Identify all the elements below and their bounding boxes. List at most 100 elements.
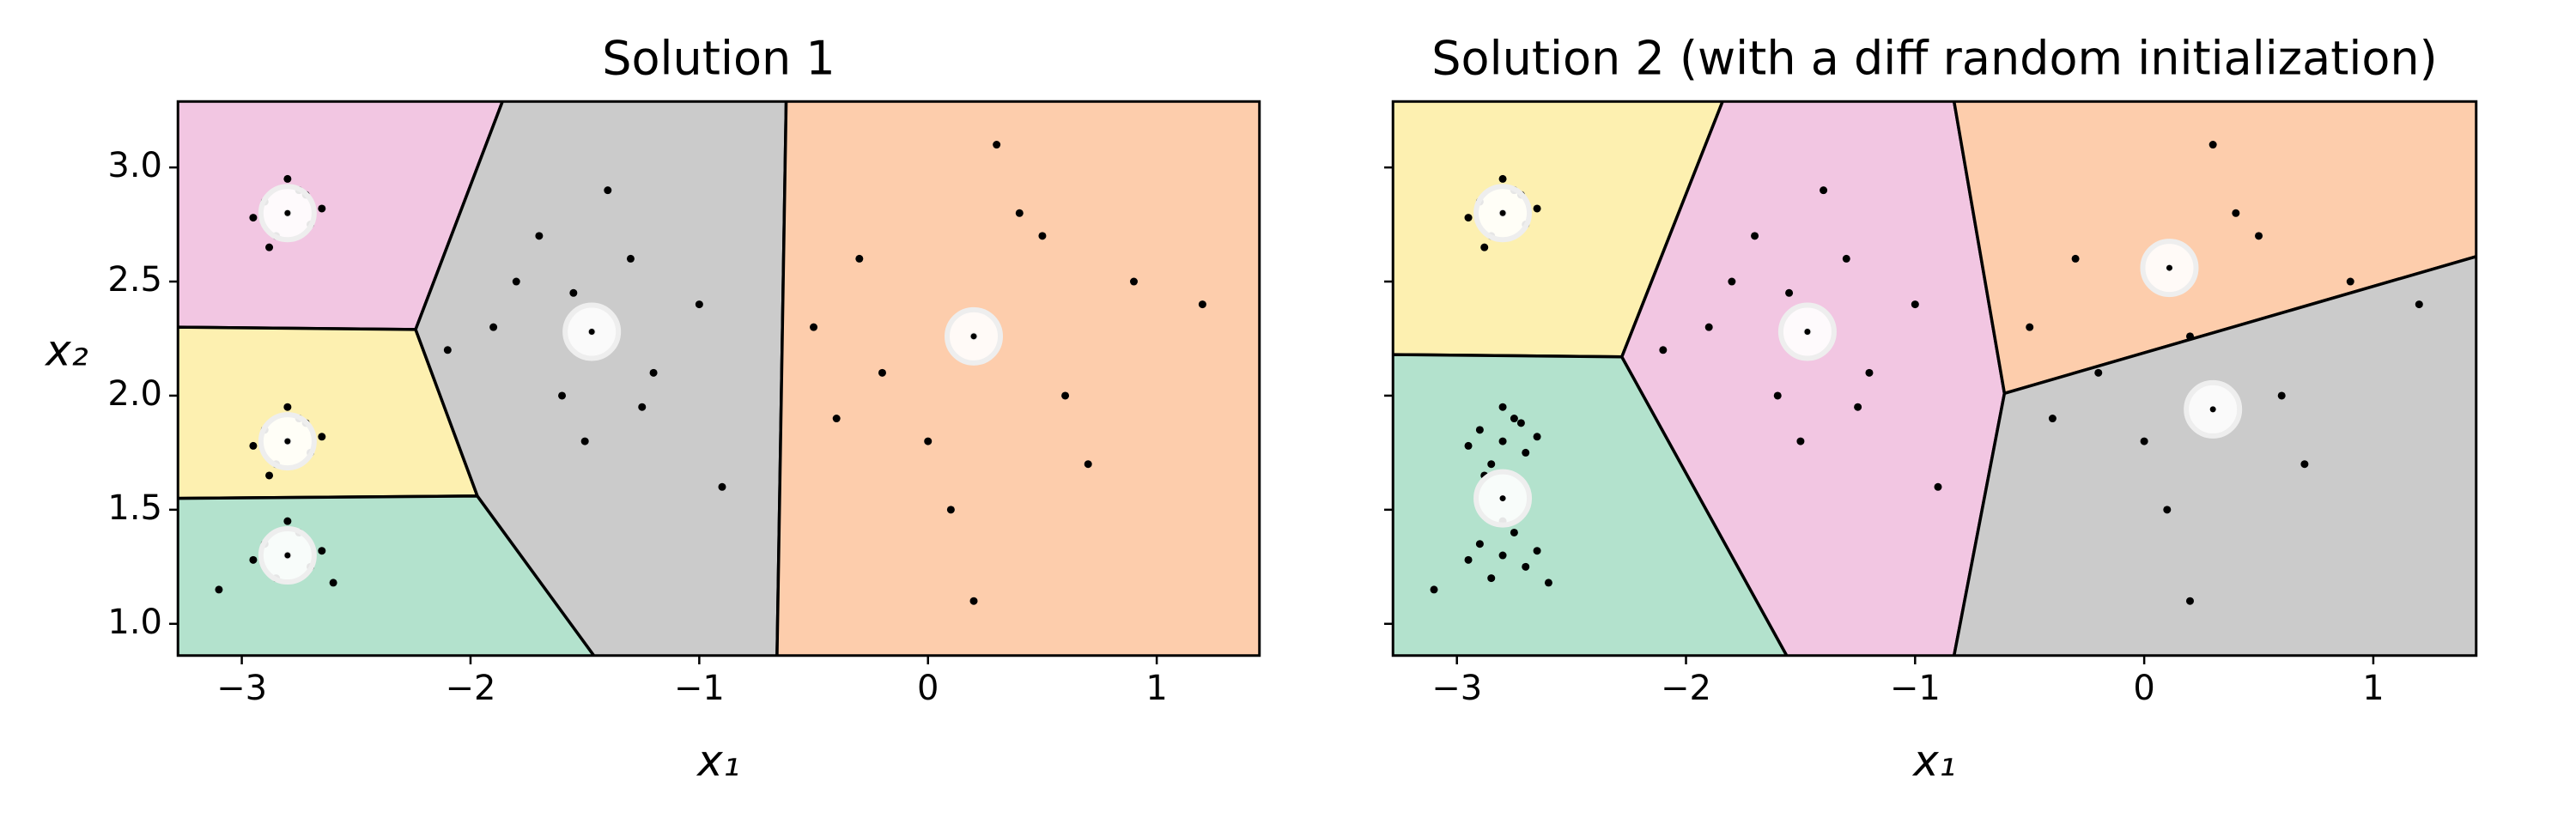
point [2163,506,2172,514]
axes-frame [176,100,1261,657]
point [249,555,258,564]
point [1061,391,1070,400]
point [318,547,326,555]
point [2094,368,2103,377]
point [946,506,955,514]
point [580,437,589,445]
point [1728,277,1736,286]
point [855,254,864,263]
point [2185,332,2194,341]
point [2415,300,2423,309]
point [1129,277,1138,286]
centroid-dot [1804,329,1811,336]
point [649,368,658,377]
point [558,391,567,400]
point [249,441,258,450]
point [1796,437,1805,445]
point [1038,232,1047,240]
centroid-dot [588,329,595,336]
point [1659,346,1668,354]
y-tick-label: 1.5 [107,488,162,528]
point [1785,288,1794,297]
point [2026,323,2034,331]
point [1522,562,1530,571]
point [1464,214,1473,222]
point [924,437,933,445]
point [1480,243,1489,251]
region [1952,101,2476,396]
x-tick-label: −3 [1431,669,1482,708]
y-tick-label: 3.0 [107,146,162,185]
y-tick-label: 2.5 [107,260,162,300]
point [878,368,886,377]
centroid-dot [1499,495,1506,502]
point [1198,300,1206,309]
point [249,214,258,222]
point [1533,204,1541,213]
x-tick-label: 0 [2133,669,2154,708]
point [1704,323,1713,331]
point [2140,437,2148,445]
point [1498,551,1507,560]
point [489,323,498,331]
point [1865,368,1874,377]
x-tick-label: −1 [674,669,725,708]
point [1430,585,1438,594]
point [1464,441,1473,450]
centroid-dot [284,438,291,445]
centroid-dot [284,552,291,559]
point [265,471,274,480]
point [2232,209,2240,217]
point [1510,528,1518,536]
point [1911,300,1919,309]
region [414,101,788,656]
point [1544,579,1552,587]
point [2208,141,2217,149]
x-tick-label: 0 [917,669,939,708]
point [443,346,452,354]
centroid-dot [2166,264,2172,271]
point [1751,232,1759,240]
plot-area [178,101,1260,656]
point [1533,433,1541,441]
point [638,403,647,411]
point [1934,482,1942,491]
plot-area [1393,101,2476,656]
point [1516,419,1525,427]
point [810,323,818,331]
x-axis-label: x₁ [696,736,740,786]
point [1015,209,1024,217]
y-tick-label: 1.0 [107,603,162,642]
x-tick-label: −2 [445,669,495,708]
point [604,186,612,195]
x-tick-label: −3 [216,669,267,708]
chart-title: Solution 2 (with a diff random initializ… [1431,32,2437,86]
point [535,232,544,240]
point [329,579,337,587]
centroid-dot [284,209,291,216]
chart-title: Solution 1 [602,32,835,86]
point [569,288,578,297]
point [1498,403,1507,411]
point [1522,448,1530,457]
x-tick-label: 1 [1145,669,1167,708]
point [265,243,274,251]
point [2071,254,2080,263]
point [1487,574,1496,583]
point [2048,415,2057,423]
point [283,403,292,411]
point [2300,460,2309,469]
point [318,204,326,213]
point [832,415,841,423]
point [626,254,635,263]
point [969,597,978,605]
x-tick-label: 1 [2362,669,2384,708]
y-axis-label: x₂ [44,326,88,376]
region [1620,101,2007,656]
point [1084,460,1092,469]
point [1475,426,1484,434]
point [2255,232,2263,240]
point [318,433,326,441]
point [1464,555,1473,564]
